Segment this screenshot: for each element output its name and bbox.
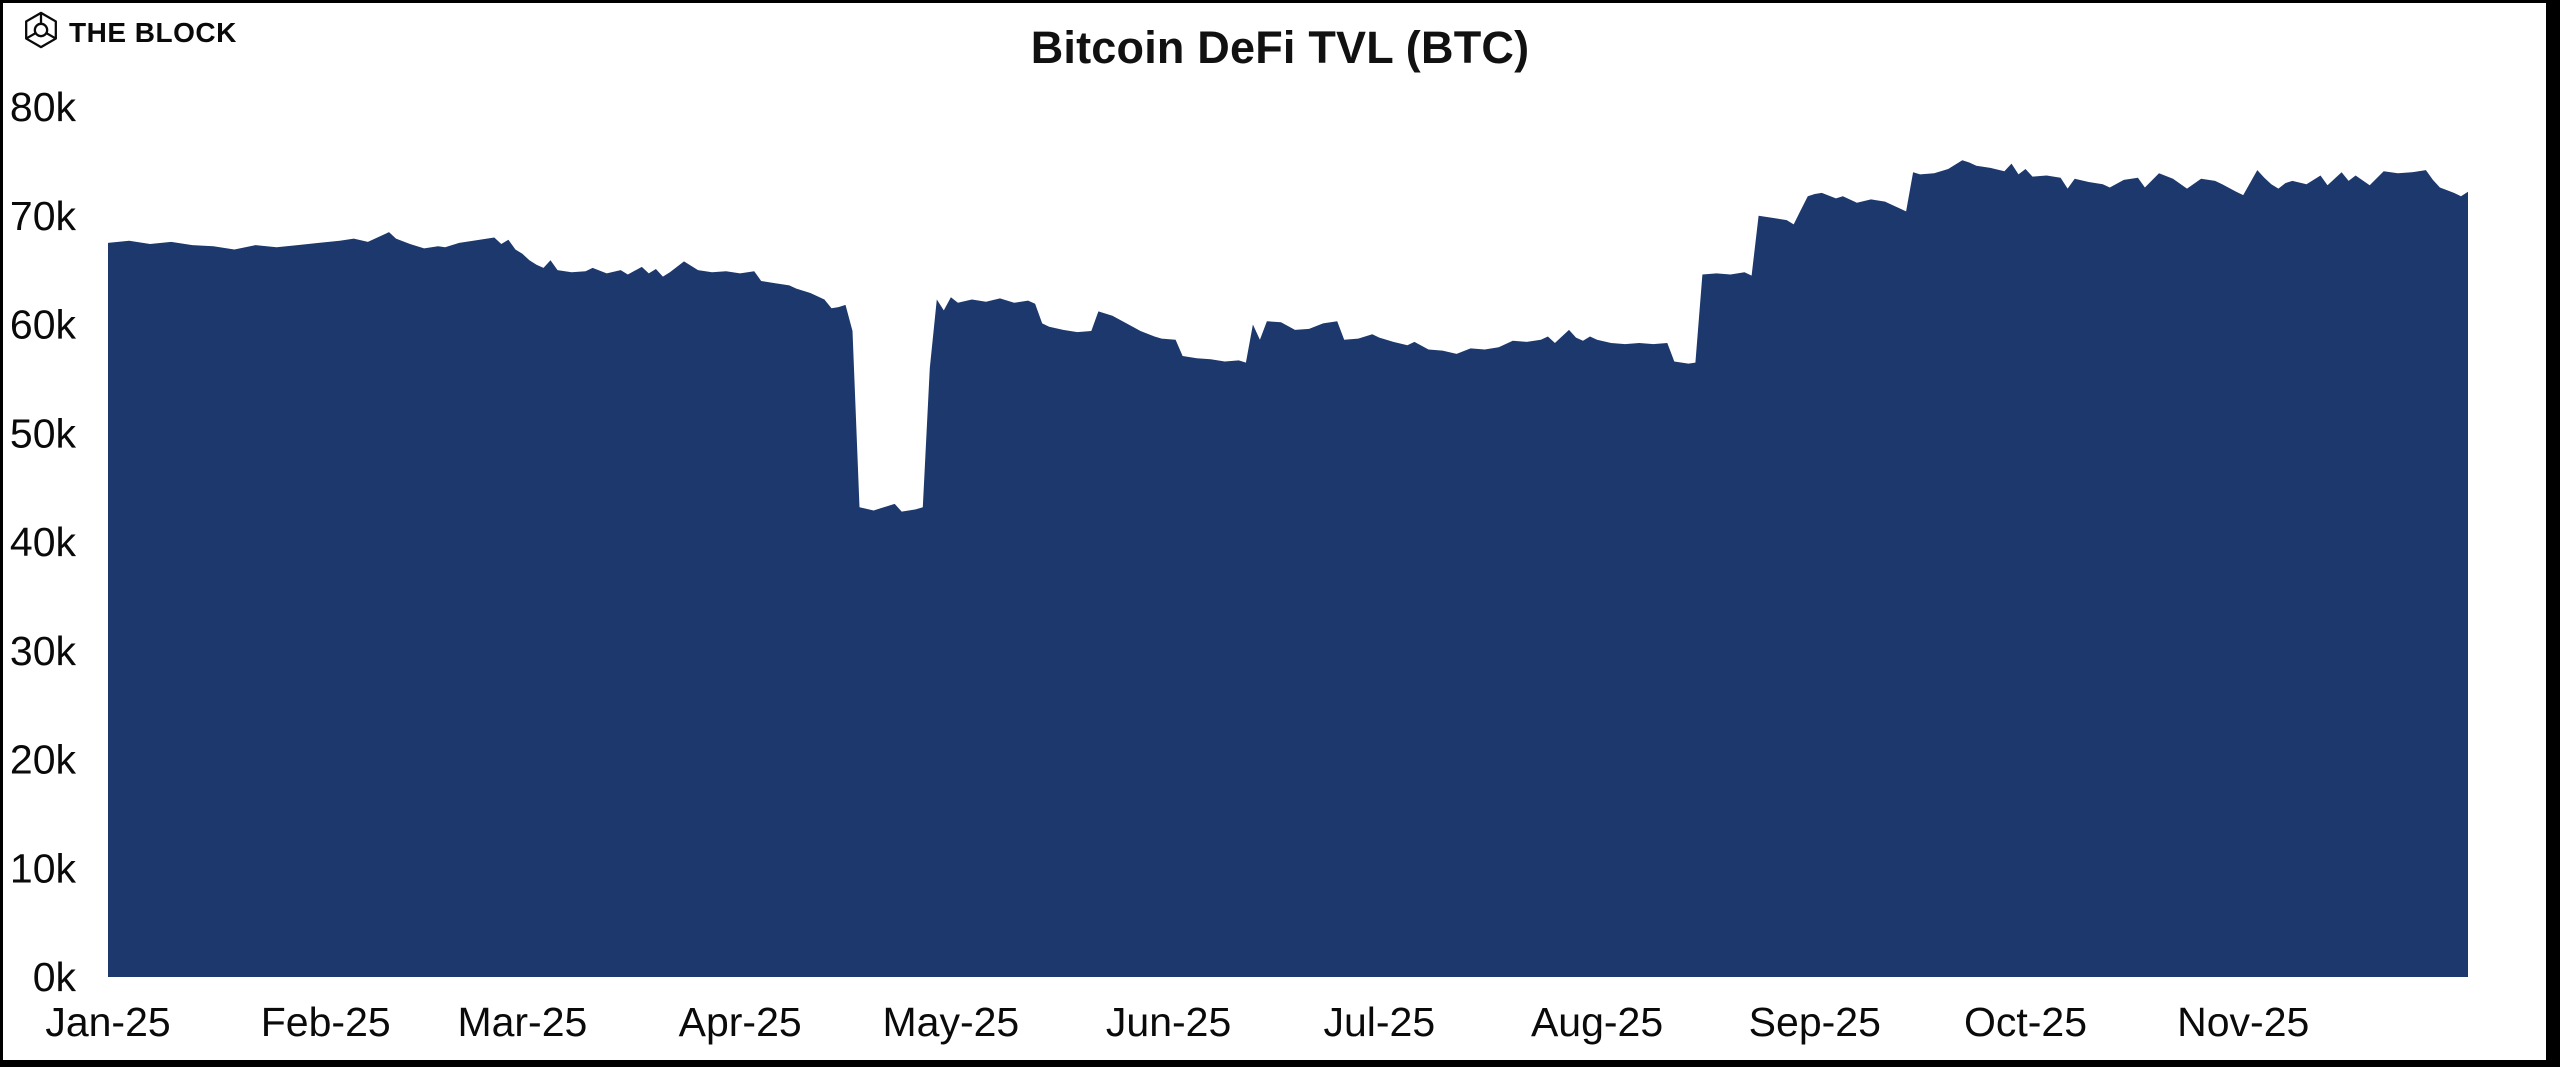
border-bottom	[0, 1060, 2560, 1067]
y-tick-label: 50k	[10, 410, 77, 456]
x-tick-label: Aug-25	[1531, 999, 1663, 1045]
y-tick-label: 40k	[10, 519, 77, 565]
border-left	[0, 0, 3, 1067]
border-top	[0, 0, 2560, 3]
border-right	[2546, 0, 2560, 1067]
y-tick-label: 20k	[10, 737, 77, 783]
chart-title: Bitcoin DeFi TVL (BTC)	[1030, 22, 1530, 73]
block-cube-icon	[22, 11, 60, 54]
x-tick-label: Jun-25	[1106, 999, 1231, 1045]
x-tick-label: Feb-25	[261, 999, 391, 1045]
y-tick-label: 60k	[10, 302, 77, 348]
x-axis-labels: Jan-25 Feb-25 Mar-25 Apr-25 May-25 Jun-25 Jul-…	[45, 999, 2309, 1045]
y-axis-labels: 0k 10k 20k 30k 40k 50k 60k 70k 80k	[10, 84, 77, 1000]
tvl-area-series	[108, 160, 2468, 978]
x-tick-label: May-25	[882, 999, 1019, 1045]
x-tick-label: Apr-25	[679, 999, 802, 1045]
x-tick-label: Nov-25	[2177, 999, 2309, 1045]
y-tick-label: 70k	[10, 193, 77, 239]
x-tick-label: Jul-25	[1323, 999, 1435, 1045]
brand-name: THE BLOCK	[69, 16, 237, 48]
x-tick-label: Oct-25	[1964, 999, 2087, 1045]
brand-logo: THE BLOCK	[22, 11, 237, 54]
y-tick-label: 10k	[10, 845, 77, 891]
x-tick-label: Jan-25	[45, 999, 170, 1045]
x-tick-label: Sep-25	[1749, 999, 1881, 1045]
y-tick-label: 30k	[10, 628, 77, 674]
x-tick-label: Mar-25	[457, 999, 587, 1045]
y-tick-label: 0k	[33, 954, 77, 1000]
y-tick-label: 80k	[10, 84, 77, 130]
